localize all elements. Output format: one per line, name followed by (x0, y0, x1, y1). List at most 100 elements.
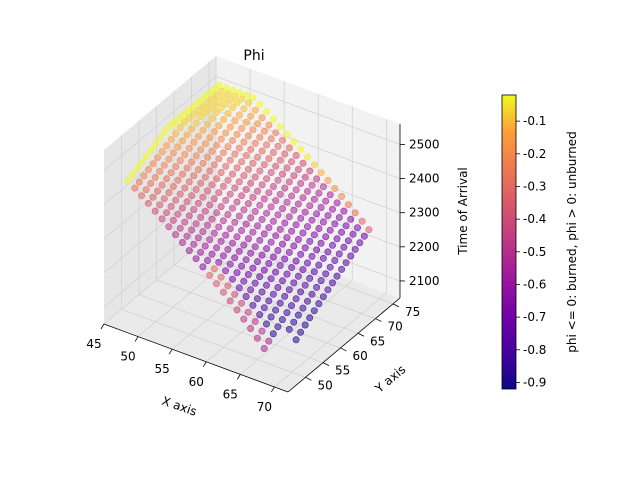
scatter-point (306, 167, 314, 175)
scatter-point (233, 198, 241, 206)
scatter-point (258, 181, 266, 189)
scatter-point (326, 191, 334, 199)
scatter-point (176, 190, 184, 198)
scatter-point (169, 216, 177, 224)
y-tick-mark (357, 332, 365, 337)
scatter-point (226, 96, 234, 104)
scatter-point (242, 91, 250, 99)
scatter-point (256, 236, 264, 244)
scatter-point (233, 130, 241, 138)
scatter-point (247, 214, 255, 222)
scatter-point (226, 190, 234, 198)
scatter-point (328, 241, 336, 249)
x-tick-mark (134, 336, 139, 342)
scatter-point (231, 218, 239, 226)
scatter-point (308, 216, 316, 224)
scatter-point (229, 239, 237, 247)
axes-panes (104, 56, 400, 392)
scatter-point (292, 152, 300, 160)
scatter-point (313, 210, 321, 218)
scatter-point (240, 105, 248, 113)
scatter-point (199, 228, 207, 236)
scatter-point (217, 273, 225, 281)
scatter-point (283, 198, 291, 206)
y-tick-label: 50 (318, 378, 333, 392)
y-tick-label: 60 (353, 349, 368, 363)
scatter-point (326, 263, 334, 271)
scatter-point (249, 159, 257, 167)
scatter-point (192, 100, 200, 108)
scatter-point (208, 215, 216, 223)
scatter-point (276, 299, 284, 307)
scatter-point (135, 178, 143, 186)
scatter-point (285, 286, 293, 294)
scatter-point (229, 170, 237, 178)
scatter-point (229, 204, 237, 212)
scatter-point (269, 115, 277, 123)
scatter-point (217, 135, 225, 143)
scatter-point (290, 318, 298, 326)
scatter-point (287, 302, 295, 310)
scatter-point (229, 104, 237, 112)
colorbar-tick-label: -0.1 (523, 114, 546, 128)
scatter-point (272, 129, 280, 137)
scatter-point (151, 173, 159, 181)
scatter-point (251, 106, 259, 114)
scatter-point (224, 110, 232, 118)
scatter-point (238, 158, 246, 166)
scatter-point (308, 252, 316, 260)
y-tick-mark (340, 347, 347, 352)
scatter-point (358, 217, 366, 225)
scatter-point (192, 152, 200, 160)
scatter-point (256, 273, 264, 281)
x-tick-label: 60 (189, 375, 204, 389)
scatter-point (233, 306, 241, 314)
scatter-point (213, 175, 221, 183)
scatter-point (238, 124, 246, 132)
scatter-point (231, 254, 239, 262)
scatter-point (301, 281, 309, 289)
scatter-point (269, 253, 277, 261)
scatter-point (267, 275, 275, 283)
scatter-point (179, 204, 187, 212)
scatter-point (269, 330, 277, 338)
scatter-point (176, 157, 184, 165)
scatter-point (267, 135, 275, 143)
scatter-point (144, 199, 152, 207)
scatter-point (194, 234, 202, 242)
scatter-point (285, 178, 293, 186)
scatter-point (249, 193, 257, 201)
scatter-point (158, 215, 166, 223)
scatter-point (204, 153, 212, 161)
scatter-point (267, 203, 275, 211)
scatter-point (213, 141, 221, 149)
scatter-point (185, 114, 193, 122)
scatter-point (251, 208, 259, 216)
scatter-point (338, 193, 346, 201)
scatter-point (179, 239, 187, 247)
scatter-point (215, 81, 223, 89)
scatter-point (256, 167, 264, 175)
scatter-point (324, 177, 332, 185)
scatter-point (263, 209, 271, 217)
x-tick-label: 65 (223, 387, 238, 401)
scatter-point (272, 268, 280, 276)
scatter-point (294, 272, 302, 280)
pane-floor (104, 230, 400, 392)
scatter-point (167, 203, 175, 211)
scatter-point (265, 224, 273, 232)
scatter-point (206, 134, 214, 142)
scatter-point (169, 149, 177, 157)
scatter-point (181, 118, 189, 126)
scatter-point (319, 293, 327, 301)
scatter-point (190, 110, 198, 118)
scatter-point (242, 220, 250, 228)
scatter-point (283, 164, 291, 172)
scatter-point (224, 90, 232, 98)
scatter-point (208, 250, 216, 258)
colorbar-tick-label: -0.7 (523, 310, 546, 324)
scatter-point (251, 139, 259, 147)
scatter-point (188, 104, 196, 112)
scatter-point (262, 320, 270, 328)
scatter-point (254, 120, 262, 128)
